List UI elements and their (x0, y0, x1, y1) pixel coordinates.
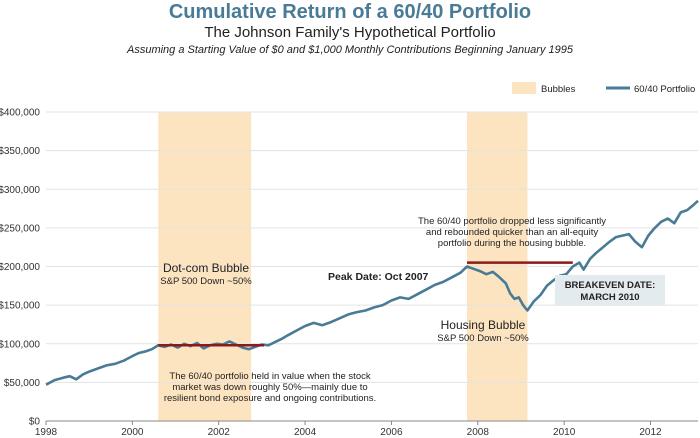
y-tick-label-5: $250,000 (0, 223, 40, 234)
legend-bubbles-swatch (512, 82, 536, 94)
dotcom-label: Dot-com Bubble S&P 500 Down ~50% (160, 261, 252, 287)
legend-series-label: 60/40 Portfolio (634, 84, 695, 95)
housing-bubble-name: Housing Bubble (441, 318, 526, 332)
y-tick-label-2: $100,000 (0, 339, 40, 350)
housing-label: Housing Bubble S&P 500 Down ~50% (437, 318, 529, 344)
chart-title: Cumulative Return of a 60/40 Portfolio (169, 1, 531, 23)
dotcom-bubble-note: S&P 500 Down ~50% (160, 276, 252, 287)
dotcom-bubble-name: Dot-com Bubble (163, 261, 249, 275)
peak-date-label: Peak Date: Oct 2007 (328, 271, 429, 283)
y-tick-label-3: $150,000 (0, 301, 40, 312)
housing-note-line2: and rebounded quicker than an all-equity (426, 227, 598, 238)
housing-note-line3: portfolio during the housing bubble. (438, 238, 586, 249)
dotcom-note-line2: market was down roughly 50%—mainly due t… (172, 382, 367, 393)
y-tick-label-4: $200,000 (0, 262, 40, 273)
grid-layer (46, 111, 698, 383)
dotcom-note-line3: resilient bond exposure and ongoing cont… (164, 393, 376, 404)
breakeven-layer (158, 261, 573, 347)
breakeven-label-line2: MARCH 2010 (580, 292, 639, 303)
housing-note-line1: The 60/40 portfolio dropped less signifi… (418, 216, 606, 227)
y-tick-label-8: $400,000 (0, 108, 40, 119)
axis-layer: $0 $50,000 $100,000 $150,000 $200,000 $250,00… (0, 108, 698, 438)
x-tick-label-4: 2006 (380, 427, 403, 438)
housing-bubble-note: S&P 500 Down ~50% (437, 333, 529, 344)
dotcom-note-line1: The 60/40 portfolio held in value when t… (169, 371, 370, 382)
y-tick-label-0: $0 (29, 417, 41, 428)
legend-bubbles-label: Bubbles (541, 84, 576, 95)
y-tick-label-1: $50,000 (4, 378, 41, 389)
breakeven-label-line1: BREAKEVEN DATE: (565, 280, 656, 291)
chart-subtitle: The Johnson Family's Hypothetical Portfo… (204, 24, 495, 41)
breakeven-box (555, 275, 665, 306)
x-tick-label-2: 2002 (208, 427, 231, 438)
x-tick-label-6: 2010 (553, 427, 576, 438)
x-tick-label-7: 2012 (639, 427, 662, 438)
breakeven-callout: BREAKEVEN DATE: MARCH 2010 (555, 275, 665, 306)
x-tick-label-5: 2008 (467, 427, 490, 438)
x-tick-label-1: 2000 (121, 427, 144, 438)
y-tick-label-7: $350,000 (0, 146, 40, 157)
x-tick-label-0: 1998 (35, 427, 58, 438)
x-tick-label-3: 2004 (294, 427, 317, 438)
dotcom-annotation: The 60/40 portfolio held in value when t… (164, 371, 376, 404)
y-tick-label-6: $300,000 (0, 185, 40, 196)
legend: Bubbles 60/40 Portfolio (512, 82, 695, 95)
chart-subtitle-2: Assuming a Starting Value of $0 and $1,0… (126, 44, 574, 56)
housing-annotation: The 60/40 portfolio dropped less signifi… (418, 216, 606, 249)
